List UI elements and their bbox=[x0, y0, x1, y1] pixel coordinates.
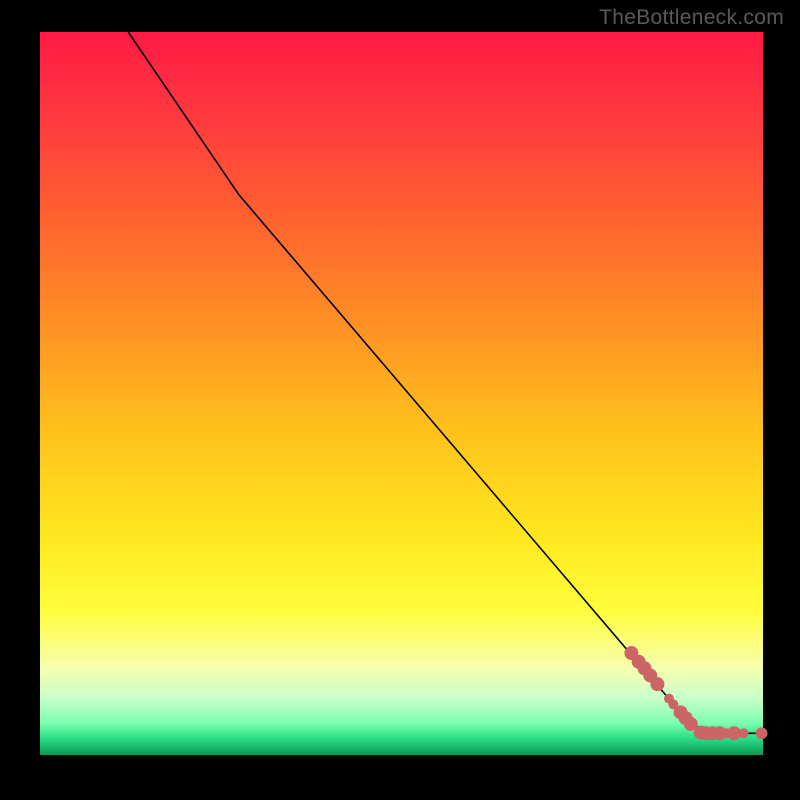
data-point bbox=[738, 728, 748, 738]
data-point bbox=[756, 727, 768, 739]
watermark-text: TheBottleneck.com bbox=[599, 6, 784, 30]
chart-canvas bbox=[0, 0, 800, 800]
plot-background bbox=[40, 32, 763, 755]
chart-frame: TheBottleneck.com bbox=[0, 0, 800, 800]
data-point bbox=[650, 677, 664, 691]
